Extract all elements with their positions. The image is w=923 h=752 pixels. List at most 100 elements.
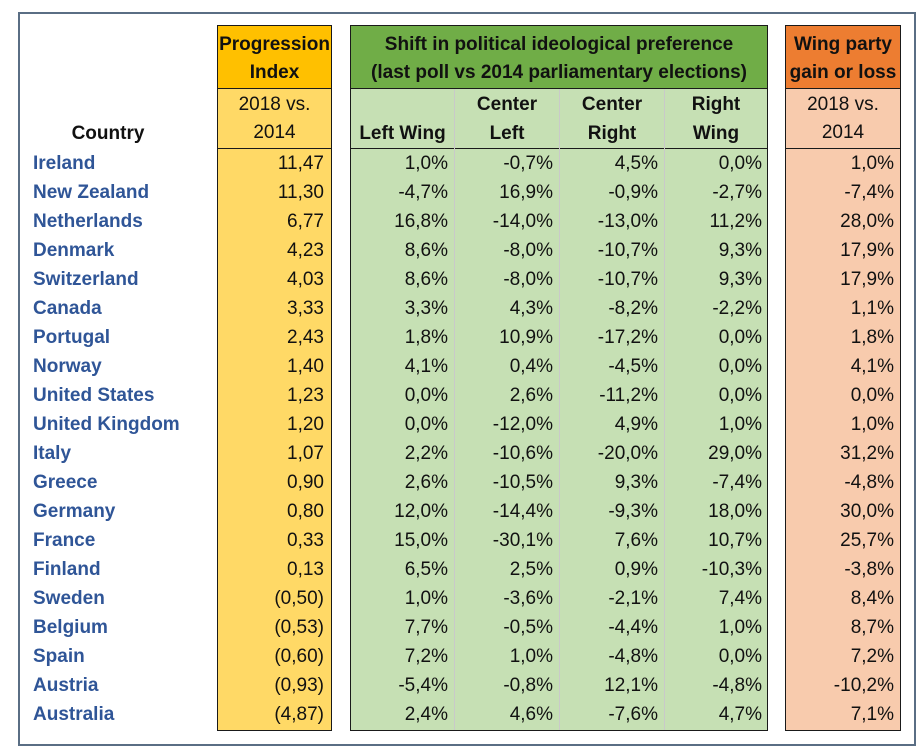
wing-subheader-line-2: 2014 bbox=[821, 122, 865, 143]
progression-index-cell: (0,50) bbox=[274, 588, 324, 609]
center-left-cell: 0,4% bbox=[509, 356, 553, 377]
left-wing-cell: 0,0% bbox=[404, 414, 448, 435]
right-wing-header-line-2: Wing bbox=[692, 123, 740, 144]
center-left-cell: 4,6% bbox=[509, 704, 553, 725]
progression-subheader-divider bbox=[217, 148, 332, 149]
left-wing-cell: 12,0% bbox=[394, 501, 448, 522]
country-cell: United Kingdom bbox=[33, 414, 180, 435]
country-cell: Norway bbox=[33, 356, 102, 377]
wing-gain-loss-cell: 1,1% bbox=[850, 298, 894, 319]
center-left-cell: 4,3% bbox=[509, 298, 553, 319]
center-left-cell: -12,0% bbox=[492, 414, 553, 435]
wing-gain-loss-cell: 17,9% bbox=[840, 240, 894, 261]
center-left-cell: -30,1% bbox=[492, 530, 553, 551]
left-wing-cell: 7,7% bbox=[404, 617, 448, 638]
center-left-header-line-2: Left bbox=[489, 123, 525, 144]
progression-index-cell: (0,60) bbox=[274, 646, 324, 667]
left-wing-cell: 1,0% bbox=[404, 588, 448, 609]
center-left-cell: 1,0% bbox=[509, 646, 553, 667]
center-right-cell: -13,0% bbox=[597, 211, 658, 232]
progression-title-line-2: Index bbox=[249, 62, 300, 83]
wing-header-cell bbox=[785, 25, 901, 89]
country-cell: Switzerland bbox=[33, 269, 139, 290]
left-wing-header: Left Wing bbox=[359, 123, 446, 144]
center-left-cell: -8,0% bbox=[503, 269, 553, 290]
center-left-cell: -10,5% bbox=[492, 472, 553, 493]
progression-index-cell: 1,40 bbox=[287, 356, 324, 377]
center-left-cell: 2,5% bbox=[509, 559, 553, 580]
country-cell: Ireland bbox=[33, 153, 96, 174]
right-wing-cell: -2,2% bbox=[712, 298, 762, 319]
center-right-cell: 9,3% bbox=[614, 472, 658, 493]
country-cell: Austria bbox=[33, 675, 99, 696]
center-right-cell: -10,7% bbox=[597, 269, 658, 290]
wing-gain-loss-cell: -3,8% bbox=[844, 559, 894, 580]
wing-gain-loss-cell: -4,8% bbox=[844, 472, 894, 493]
center-left-cell: -8,0% bbox=[503, 240, 553, 261]
right-wing-cell: 4,7% bbox=[718, 704, 762, 725]
center-left-cell: -10,6% bbox=[492, 443, 553, 464]
shift-column-divider bbox=[454, 89, 455, 730]
center-right-cell: -9,3% bbox=[608, 501, 658, 522]
wing-gain-loss-cell: 4,1% bbox=[850, 356, 894, 377]
left-wing-cell: 2,2% bbox=[404, 443, 448, 464]
left-wing-cell: 1,8% bbox=[404, 327, 448, 348]
right-wing-cell: 18,0% bbox=[708, 501, 762, 522]
progression-index-cell: 4,23 bbox=[287, 240, 324, 261]
progression-index-cell: (4,87) bbox=[274, 704, 324, 725]
left-wing-cell: 2,4% bbox=[404, 704, 448, 725]
left-wing-cell: 8,6% bbox=[404, 269, 448, 290]
right-wing-cell: -10,3% bbox=[701, 559, 762, 580]
right-wing-cell: 0,0% bbox=[718, 153, 762, 174]
country-cell: Denmark bbox=[33, 240, 115, 261]
progression-title-line-1: Progression bbox=[219, 34, 330, 55]
center-right-cell: -10,7% bbox=[597, 240, 658, 261]
wing-gain-loss-cell: -7,4% bbox=[844, 182, 894, 203]
left-wing-cell: 7,2% bbox=[404, 646, 448, 667]
progression-body-column bbox=[217, 88, 332, 731]
left-wing-cell: 15,0% bbox=[394, 530, 448, 551]
progression-index-cell: 11,30 bbox=[277, 182, 324, 203]
right-wing-cell: 1,0% bbox=[718, 414, 762, 435]
wing-gain-loss-cell: 25,7% bbox=[840, 530, 894, 551]
center-left-cell: -0,8% bbox=[503, 675, 553, 696]
country-cell: Germany bbox=[33, 501, 116, 522]
country-cell: Belgium bbox=[33, 617, 108, 638]
right-wing-cell: -4,8% bbox=[712, 675, 762, 696]
wing-gain-loss-cell: 17,9% bbox=[840, 269, 894, 290]
center-right-cell: 12,1% bbox=[604, 675, 658, 696]
right-wing-cell: 0,0% bbox=[718, 646, 762, 667]
center-right-cell: 7,6% bbox=[614, 530, 658, 551]
right-wing-cell: -7,4% bbox=[712, 472, 762, 493]
center-left-header-line-1: Center bbox=[476, 94, 538, 115]
wing-gain-loss-cell: 30,0% bbox=[840, 501, 894, 522]
country-cell: Sweden bbox=[33, 588, 105, 609]
wing-gain-loss-cell: 1,0% bbox=[850, 153, 894, 174]
country-column-header: Country bbox=[71, 123, 145, 144]
progression-subheader-line-1: 2018 vs. bbox=[238, 94, 311, 115]
country-cell: France bbox=[33, 530, 96, 551]
shift-title-line-2: (last poll vs 2014 parliamentary electio… bbox=[371, 62, 747, 83]
country-cell: United States bbox=[33, 385, 155, 406]
progression-subheader-line-2: 2014 bbox=[253, 122, 296, 143]
progression-index-cell: 1,20 bbox=[287, 414, 324, 435]
center-left-cell: -0,5% bbox=[503, 617, 553, 638]
wing-title-line-2: gain or loss bbox=[789, 62, 897, 83]
left-wing-cell: -4,7% bbox=[398, 182, 448, 203]
country-cell: Italy bbox=[33, 443, 72, 464]
left-wing-cell: 0,0% bbox=[404, 385, 448, 406]
center-right-cell: -7,6% bbox=[608, 704, 658, 725]
left-wing-cell: 2,6% bbox=[404, 472, 448, 493]
progression-index-cell: 3,33 bbox=[287, 298, 324, 319]
center-left-cell: -3,6% bbox=[503, 588, 553, 609]
right-wing-cell: 29,0% bbox=[708, 443, 762, 464]
country-cell: Finland bbox=[33, 559, 101, 580]
wing-gain-loss-cell: 0,0% bbox=[850, 385, 894, 406]
right-wing-cell: 1,0% bbox=[718, 617, 762, 638]
shift-title-line-1: Shift in political ideological preferenc… bbox=[384, 34, 734, 55]
center-left-cell: -14,0% bbox=[492, 211, 553, 232]
progression-index-cell: 6,77 bbox=[287, 211, 324, 232]
center-left-cell: 16,9% bbox=[499, 182, 553, 203]
center-left-cell: -0,7% bbox=[503, 153, 553, 174]
right-wing-cell: 11,2% bbox=[709, 211, 762, 232]
